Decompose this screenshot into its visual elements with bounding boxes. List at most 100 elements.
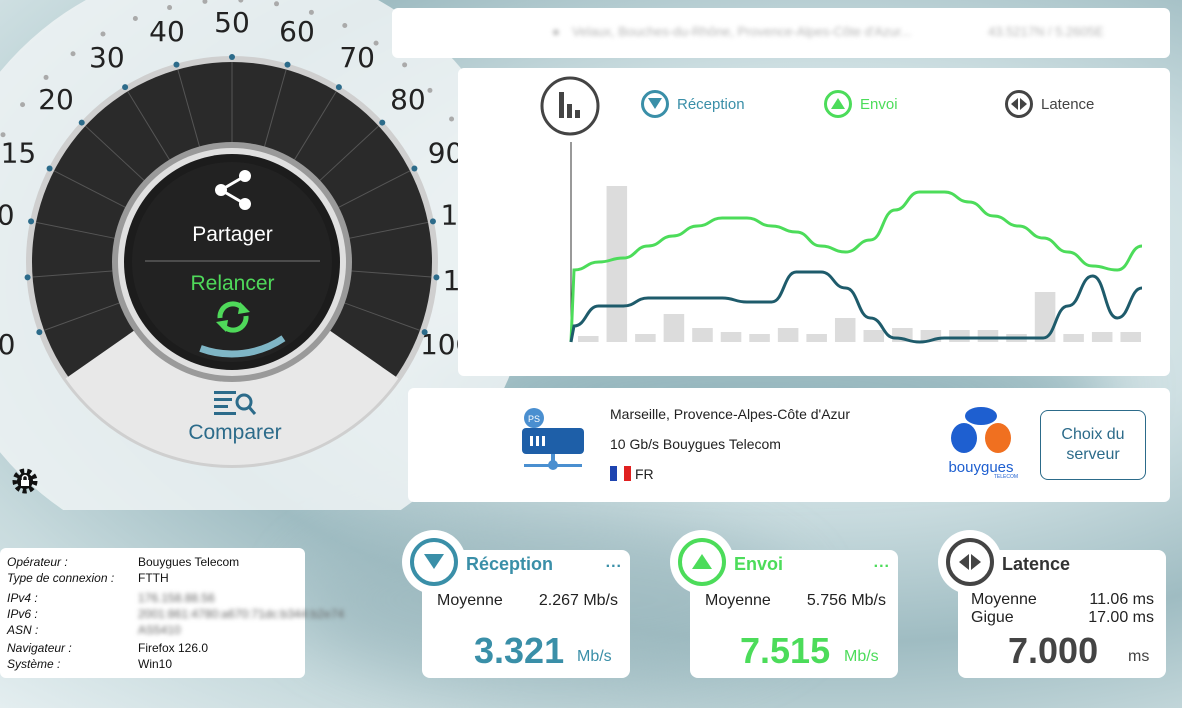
gauge-tick-label: 80 [390,83,426,116]
latency-badge [938,530,1002,594]
reception-card: Réception ... Moyenne 2.267 Mb/s 3.321 M… [402,530,630,678]
chart-bar [635,334,656,342]
reception-badge [402,530,466,594]
connection-info-panel: Opérateur : Bouygues Telecom Type de conne… [0,548,344,678]
choose-server-button[interactable]: Choix du serveur [1040,410,1146,480]
chart-bar [977,330,999,342]
gauge-tick-label: 70 [339,41,375,74]
info-key: Système : [7,657,61,671]
latency-icon [1005,90,1033,118]
compare-wedge [65,326,399,465]
gauge-tick-mark [379,119,386,126]
gauge-segment-line [127,91,175,167]
speed-gauge: 05101520304050607080901001Gb10Gb Partage… [0,0,520,510]
download-icon [641,90,669,118]
upload-series-line [569,190,1143,343]
gauge-segment-line [32,269,121,278]
legend-latency[interactable]: Latence [1005,88,1094,120]
gauge-segment-line [331,170,411,212]
gauge-dot [449,116,455,122]
upload-value: 7.515 [740,630,831,671]
legend-reception-label: Réception [677,95,745,113]
server-location: Marseille, Provence-Alpes-Côte d'Azur [610,406,850,422]
info-value: AS5410 [138,623,181,637]
server-provider: 10 Gb/s Bouygues Telecom [610,436,781,452]
gauge-tick-mark [36,329,43,336]
gauge-tick-label: 50 [214,6,250,39]
fr-flag-icon [610,466,632,481]
legend-upload[interactable]: Envoi [824,88,898,120]
info-key: Navigateur : [7,641,72,655]
legend-reception[interactable]: Réception [641,88,745,120]
gauge-dot [402,62,408,68]
gauge-dot [373,40,379,46]
gauge-tick-mark [421,329,428,336]
share-button[interactable]: Partager [170,168,295,248]
chart-bar [578,336,599,342]
gauge-tick-label: 10 [0,198,15,231]
reception-value: 3.321 [474,630,565,671]
gauge-tick-mark [28,218,35,225]
location-coordinates: 43.5217N / 5.2605E [988,24,1104,39]
gauge-segment-line [53,170,133,212]
svg-text:PS: PS [528,414,540,424]
upload-badge [670,530,734,594]
gauge-segment-line [85,125,151,187]
gauge-dot [0,132,6,138]
server-panel: PS Marseille, Provence-Alpes-Côte d'Azur… [408,388,1170,502]
info-key: ASN : [7,623,39,637]
info-key: Type de connexion : [7,571,115,585]
gauge-tick-mark [24,274,31,281]
gauge-tick-mark [433,274,440,281]
download-icon [410,538,458,586]
gauge-segment-line [261,69,287,155]
gauge-tick-label: 20 [38,83,74,116]
gauge-tick-label: 15 [1,137,37,170]
gauge-segment-line [313,125,379,187]
chart-bar [606,186,628,342]
chart-bar [949,330,970,342]
gauge-tick-mark [46,165,53,172]
latency-title: Latence [1002,554,1071,574]
chart-bar [1091,332,1113,342]
latency-card: Latence Moyenne 11.06 ms Gigue 17.00 ms … [938,530,1166,678]
reception-unit: Mb/s [577,648,612,665]
upload-avg-label: Moyenne [705,592,771,609]
progress-arc [199,335,286,358]
upload-more-button[interactable]: ... [873,554,890,571]
chart-bar [806,334,827,342]
share-label: Partager [192,223,273,246]
latency-icon [946,538,994,586]
chart-bar [663,314,685,342]
latency-avg-value: 11.06 ms [1089,591,1154,608]
gauge-segment-line [177,69,203,155]
info-key: Opérateur : [7,555,68,569]
gauge-dot [342,23,348,29]
info-value: 2001:861:4780:a670:71dc:b344:b2e74 [138,607,345,621]
upload-unit: Mb/s [844,648,879,665]
compare-icon [212,391,258,422]
bouygues-logo: bouygues TELECOM [944,406,1018,486]
relaunch-label: Relancer [190,272,275,295]
settings-lock-icon[interactable] [10,466,40,496]
compare-button[interactable]: Comparer [160,388,310,448]
upload-icon [824,90,852,118]
legend-upload-label: Envoi [860,95,898,113]
gauge-tick-mark [229,54,235,60]
gauge-segment-line [35,221,123,241]
gauge-dot [202,0,208,4]
gauge-dot [167,5,173,11]
reception-avg-label: Moyenne [437,592,503,609]
gauge-tick-label: 0 [0,328,15,361]
chart-bar [1120,332,1141,342]
upload-avg-value: 5.756 Mb/s [806,592,886,609]
chart-bar [1063,334,1084,342]
chart-bar [777,328,799,342]
chart-bar [692,328,713,342]
gauge-dot [308,9,314,15]
relaunch-button[interactable]: Relancer [170,272,295,352]
gauge-tick-mark [429,218,436,225]
gauge-dot [238,0,244,3]
info-value: FTTH [138,571,169,585]
reception-more-button[interactable]: ... [605,554,622,571]
